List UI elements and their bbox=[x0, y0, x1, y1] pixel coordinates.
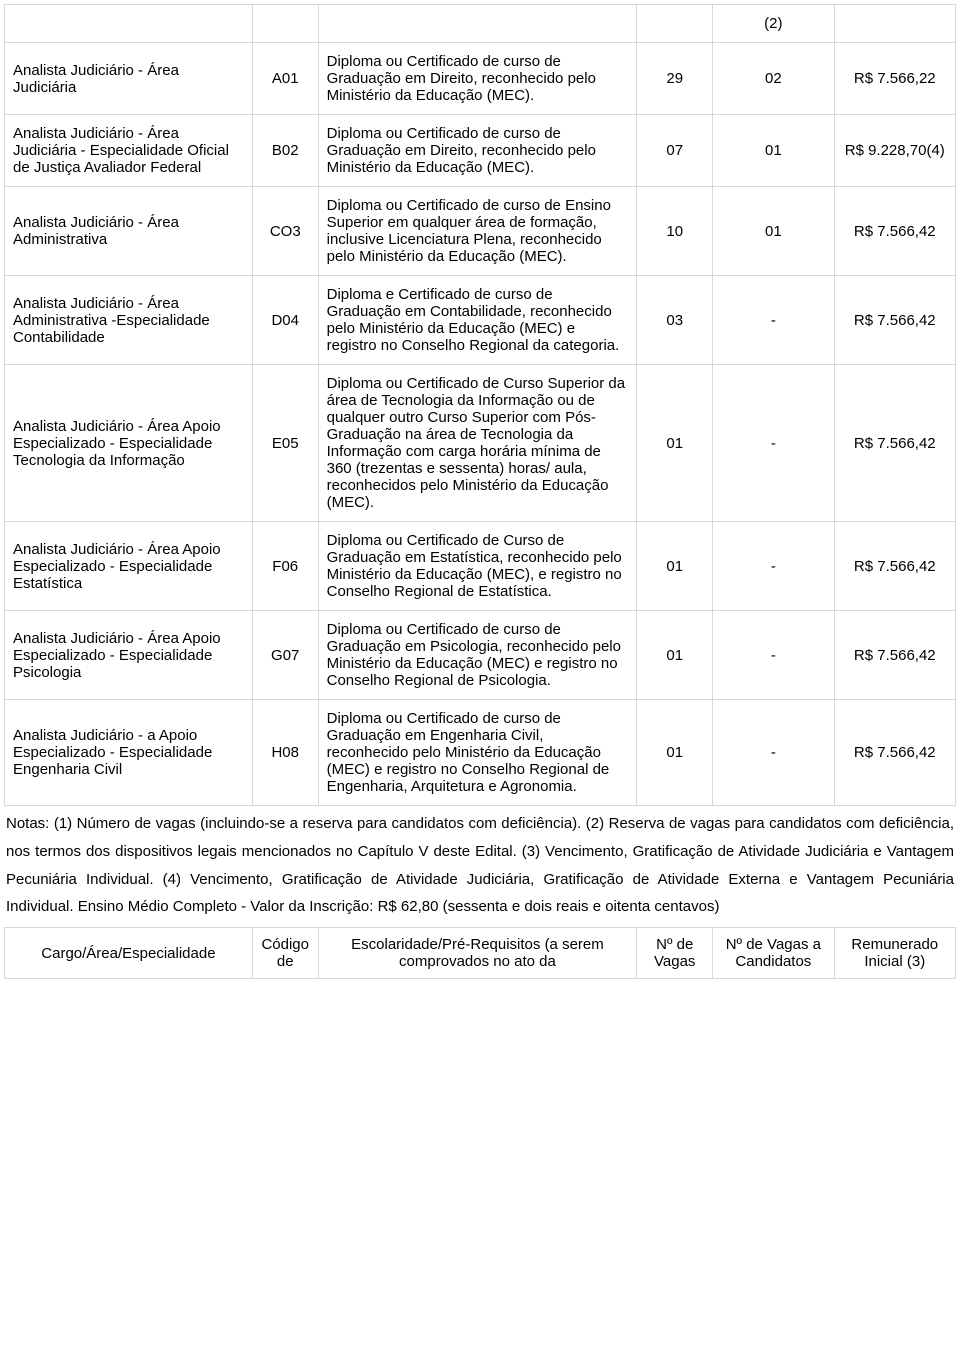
cell-escol: Diploma ou Certificado de Curso Superior… bbox=[318, 365, 637, 522]
cell-codigo: F06 bbox=[252, 522, 318, 611]
hdr2-escol: Escolaridade/Pré-Requisitos (a serem com… bbox=[318, 928, 637, 979]
cell-vagas: 07 bbox=[637, 115, 713, 187]
table-row: Analista Judiciário - Área Apoio Especia… bbox=[5, 365, 956, 522]
cell-escol: Diploma ou Certificado de Curso de Gradu… bbox=[318, 522, 637, 611]
hdr2-cargo: Cargo/Área/Especialidade bbox=[5, 928, 253, 979]
hdr-remun-empty bbox=[834, 5, 955, 43]
cell-escol: Diploma ou Certificado de curso de Gradu… bbox=[318, 43, 637, 115]
cell-remun: R$ 7.566,42 bbox=[834, 700, 955, 806]
cell-codigo: CO3 bbox=[252, 187, 318, 276]
cell-cargo: Analista Judiciário - Área Apoio Especia… bbox=[5, 522, 253, 611]
hdr2-remun: Remunerado Inicial (3) bbox=[834, 928, 955, 979]
cell-vagas: 01 bbox=[637, 611, 713, 700]
notes-paragraph: Notas: (1) Número de vagas (incluindo-se… bbox=[4, 806, 956, 927]
table-row: Analista Judiciário - Área Administrativ… bbox=[5, 187, 956, 276]
cell-cargo: Analista Judiciário - Área Judiciária bbox=[5, 43, 253, 115]
cell-cargo: Analista Judiciário - Área Administrativ… bbox=[5, 187, 253, 276]
cell-vagas: 10 bbox=[637, 187, 713, 276]
cell-cargo: Analista Judiciário - Área Apoio Especia… bbox=[5, 365, 253, 522]
table-row: Analista Judiciário - a Apoio Especializ… bbox=[5, 700, 956, 806]
cell-escol: Diploma e Certificado de curso de Gradua… bbox=[318, 276, 637, 365]
second-table-header: Cargo/Área/Especialidade Código de Escol… bbox=[4, 927, 956, 979]
cell-remun: R$ 7.566,22 bbox=[834, 43, 955, 115]
cell-cargo: Analista Judiciário - Área Judiciária - … bbox=[5, 115, 253, 187]
hdr-escol-empty bbox=[318, 5, 637, 43]
cell-remun: R$ 7.566,42 bbox=[834, 522, 955, 611]
cell-codigo: B02 bbox=[252, 115, 318, 187]
cell-codigo: A01 bbox=[252, 43, 318, 115]
cell-codigo: D04 bbox=[252, 276, 318, 365]
cell-vagas: 03 bbox=[637, 276, 713, 365]
cell-vagas: 29 bbox=[637, 43, 713, 115]
cell-vagas2: - bbox=[713, 365, 834, 522]
cell-escol: Diploma ou Certificado de curso de Gradu… bbox=[318, 611, 637, 700]
hdr2-codigo: Código de bbox=[252, 928, 318, 979]
cell-vagas2: 01 bbox=[713, 115, 834, 187]
hdr-vagas2-partial: (2) bbox=[713, 5, 834, 43]
cell-remun: R$ 7.566,42 bbox=[834, 187, 955, 276]
hdr2-vagas: Nº de Vagas bbox=[637, 928, 713, 979]
cell-vagas2: - bbox=[713, 276, 834, 365]
cell-escol: Diploma ou Certificado de curso de Ensin… bbox=[318, 187, 637, 276]
table-row: Analista Judiciário - Área Judiciária - … bbox=[5, 115, 956, 187]
cell-cargo: Analista Judiciário - Área Apoio Especia… bbox=[5, 611, 253, 700]
cell-codigo: E05 bbox=[252, 365, 318, 522]
hdr2-vagas2: Nº de Vagas a Candidatos bbox=[713, 928, 834, 979]
cell-codigo: H08 bbox=[252, 700, 318, 806]
cell-escol: Diploma ou Certificado de curso de Gradu… bbox=[318, 115, 637, 187]
cell-remun: R$ 7.566,42 bbox=[834, 276, 955, 365]
cell-vagas2: 01 bbox=[713, 187, 834, 276]
cell-vagas: 01 bbox=[637, 365, 713, 522]
cell-codigo: G07 bbox=[252, 611, 318, 700]
hdr-vagas-empty bbox=[637, 5, 713, 43]
hdr-codigo-empty bbox=[252, 5, 318, 43]
cell-escol: Diploma ou Certificado de curso de Gradu… bbox=[318, 700, 637, 806]
second-table-header-row: Cargo/Área/Especialidade Código de Escol… bbox=[5, 928, 956, 979]
cell-vagas2: - bbox=[713, 700, 834, 806]
cell-remun: R$ 7.566,42 bbox=[834, 365, 955, 522]
cell-remun: R$ 7.566,42 bbox=[834, 611, 955, 700]
cell-vagas2: - bbox=[713, 522, 834, 611]
cell-vagas2: 02 bbox=[713, 43, 834, 115]
cell-vagas: 01 bbox=[637, 700, 713, 806]
table-row: Analista Judiciário - Área Apoio Especia… bbox=[5, 522, 956, 611]
cell-cargo: Analista Judiciário - a Apoio Especializ… bbox=[5, 700, 253, 806]
cell-vagas2: - bbox=[713, 611, 834, 700]
table-row: Analista Judiciário - Área JudiciáriaA01… bbox=[5, 43, 956, 115]
cell-vagas: 01 bbox=[637, 522, 713, 611]
table-row: Analista Judiciário - Área Administrativ… bbox=[5, 276, 956, 365]
table-row: Analista Judiciário - Área Apoio Especia… bbox=[5, 611, 956, 700]
cell-cargo: Analista Judiciário - Área Administrativ… bbox=[5, 276, 253, 365]
hdr-cargo-empty bbox=[5, 5, 253, 43]
positions-table: (2) Analista Judiciário - Área Judiciári… bbox=[4, 4, 956, 806]
cell-remun: R$ 9.228,70(4) bbox=[834, 115, 955, 187]
table-header-row-partial: (2) bbox=[5, 5, 956, 43]
